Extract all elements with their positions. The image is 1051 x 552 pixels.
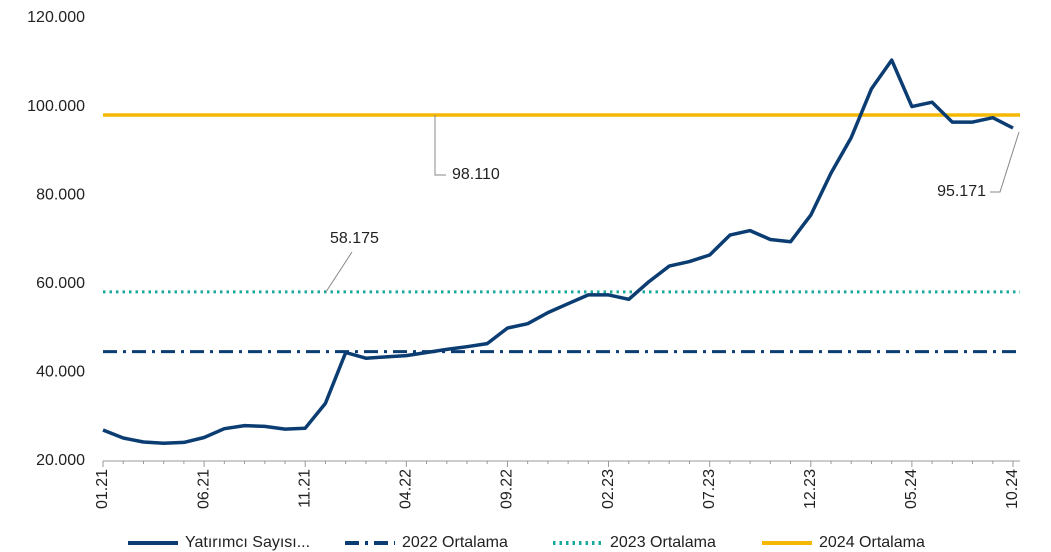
x-tick-label: 11.21 bbox=[296, 469, 313, 508]
leader-line bbox=[325, 251, 353, 293]
series-line bbox=[102, 58, 1014, 446]
x-tick-label: 02.23 bbox=[600, 469, 617, 509]
x-tick-label: 01.21 bbox=[94, 469, 111, 509]
annotation: 95.171 bbox=[937, 183, 986, 200]
legend-label: 2022 Ortalama bbox=[402, 534, 508, 551]
x-tick-label: 05.24 bbox=[903, 469, 920, 509]
x-tick-label: 07.23 bbox=[701, 469, 718, 509]
y-tick-label: 100.000 bbox=[27, 98, 85, 115]
y-tick-label: 20.000 bbox=[36, 452, 85, 469]
x-tick-label: 10.24 bbox=[1004, 469, 1021, 509]
y-tick-label: 40.000 bbox=[36, 364, 85, 381]
y-tick-label: 120.000 bbox=[27, 9, 85, 26]
leader-line bbox=[990, 131, 1020, 193]
y-tick-label: 60.000 bbox=[36, 275, 85, 292]
x-tick-label: 12.23 bbox=[802, 469, 819, 509]
leader-line bbox=[434, 114, 446, 176]
x-tick-label: 09.22 bbox=[499, 469, 516, 509]
reference-label: 58.175 bbox=[330, 230, 379, 247]
x-tick-label: 04.22 bbox=[398, 469, 415, 509]
y-tick-label: 80.000 bbox=[36, 186, 85, 203]
legend-label: Yatırımcı Sayısı... bbox=[185, 534, 310, 551]
legend-label: 2023 Ortalama bbox=[610, 534, 716, 551]
reference-label: 98.110 bbox=[452, 166, 500, 183]
legend-label: 2024 Ortalama bbox=[819, 534, 925, 551]
x-tick-label: 06.21 bbox=[195, 469, 212, 509]
